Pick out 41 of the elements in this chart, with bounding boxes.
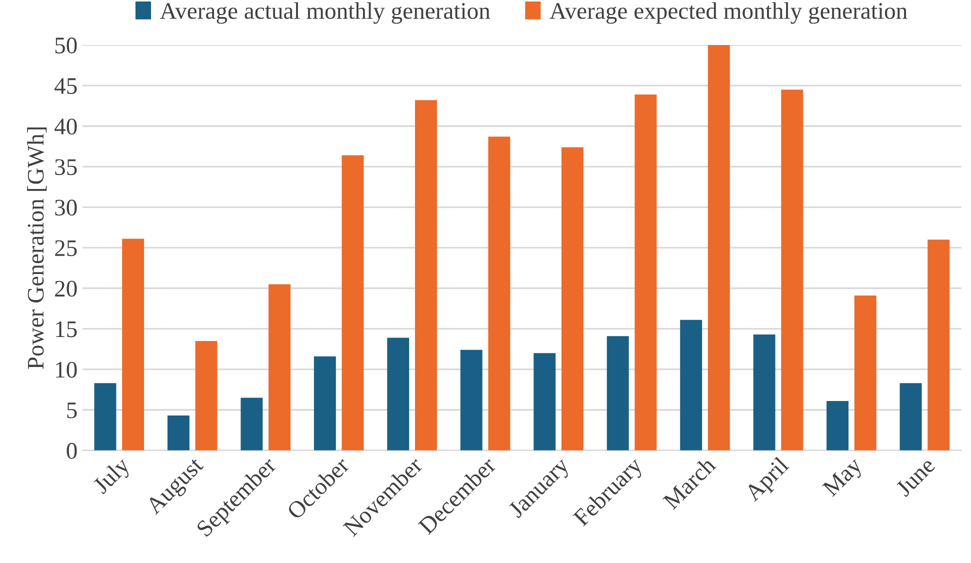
- y-tick-label: 40: [54, 118, 77, 135]
- bar: [606, 336, 629, 450]
- bar: [900, 383, 922, 450]
- bar: [781, 90, 804, 450]
- y-tick-label: 30: [55, 200, 77, 216]
- y-tick-label: 15: [56, 321, 77, 338]
- x-tick-label: June: [895, 456, 936, 498]
- bar: [488, 136, 510, 450]
- y-tick-label: 25: [55, 240, 77, 256]
- bar: [460, 350, 482, 450]
- bar: [268, 284, 291, 450]
- bar: [167, 416, 190, 450]
- bar: [708, 45, 730, 450]
- x-tick-label: May: [822, 456, 867, 501]
- y-tick-label: 20: [55, 280, 77, 297]
- y-tick-label: 5: [67, 402, 77, 418]
- bar: [534, 353, 556, 450]
- bar: [240, 398, 263, 450]
- bar: [561, 147, 584, 450]
- bar: [753, 334, 776, 450]
- y-tick-label: 45: [54, 78, 77, 94]
- bar: [634, 94, 657, 450]
- bar: [342, 155, 364, 450]
- y-tick-label: 10: [56, 362, 77, 378]
- y-tick-label: 0: [66, 442, 77, 459]
- bar: [680, 320, 702, 450]
- bar: [826, 400, 849, 450]
- bar: [387, 338, 410, 450]
- y-tick-label: 35: [55, 159, 77, 176]
- bar: [314, 356, 336, 450]
- x-tick-label: July: [92, 455, 134, 498]
- y-axis-title: Power Generation [GWh]: [27, 128, 47, 369]
- legend-label: Average actual monthly generation: [160, 2, 490, 24]
- y-tick-label: 50: [55, 38, 77, 54]
- bar: [94, 383, 116, 450]
- bar: [854, 296, 876, 450]
- bar: [928, 240, 950, 450]
- bar: [195, 340, 218, 450]
- bar: [122, 238, 144, 450]
- legend-label: Average expected monthly generation: [550, 2, 908, 24]
- bar: [414, 100, 437, 450]
